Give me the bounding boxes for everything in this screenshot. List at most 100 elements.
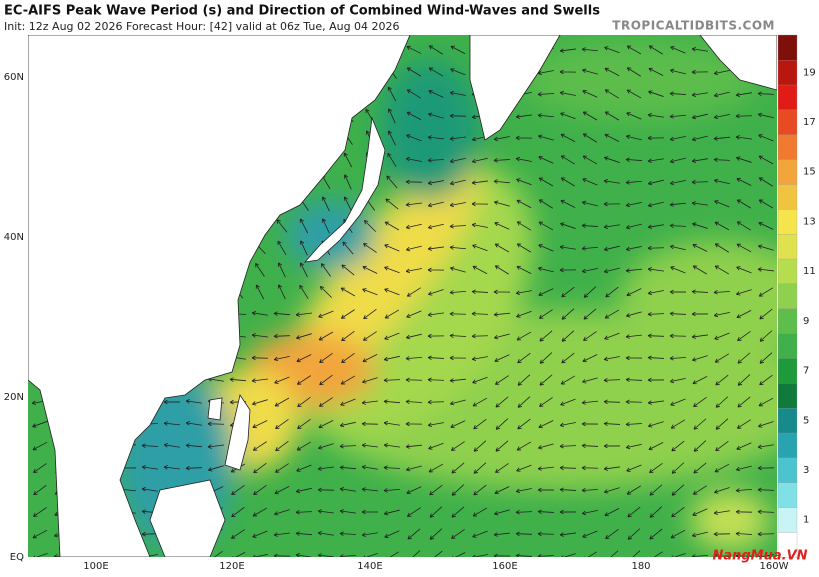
arrow [647,245,665,251]
arrow [185,465,203,471]
arrow [434,550,443,557]
arrow [669,114,687,119]
arrow [427,135,444,140]
arrow [229,377,247,382]
arrow [538,134,554,141]
arrow [560,199,576,208]
arrow [495,463,509,473]
arrow [693,418,707,430]
arrow [299,284,309,300]
arrow [669,333,687,339]
arrow [627,528,641,540]
arrow [736,266,752,274]
arrow [581,200,598,207]
arrow [669,311,687,316]
arrow [647,290,664,296]
arrow [473,484,487,496]
arrow [537,531,555,537]
arrow [610,550,619,557]
arrow [560,155,576,165]
arrow [581,509,598,516]
arrow [275,419,289,430]
arrow [252,441,267,451]
arrow [715,374,729,386]
arrow [648,45,664,55]
arrow [295,531,313,536]
arrow [647,333,665,339]
arrow [407,528,421,540]
arrow [493,333,510,340]
arrow [625,245,642,252]
arrow [163,399,181,405]
arrow [650,551,663,557]
arrow [559,245,576,250]
arrow [538,420,554,429]
arrow [604,133,620,142]
arrow [230,529,245,539]
arrow [669,356,687,361]
arrow [296,441,312,451]
arrow [714,463,730,473]
arrow [603,466,620,471]
arrow [384,221,400,231]
arrow [33,463,47,473]
arrow [255,263,265,277]
arrow [559,422,576,428]
arrow [669,202,686,207]
arrow [405,179,423,185]
arrow [625,157,643,162]
arrow [493,158,511,163]
arrow [339,421,356,428]
arrow [604,67,620,77]
arrow [318,420,334,429]
arrow [759,308,773,320]
arrow [427,333,445,339]
arrow [494,222,510,230]
arrow [471,311,489,317]
arrow [692,485,707,495]
arrow [691,554,709,557]
arrow [295,487,312,494]
arrow [251,355,269,361]
arrow [473,462,487,474]
arrow [363,553,378,557]
arrow [384,530,400,538]
arrow [758,155,774,165]
arrow [495,418,509,430]
arrow [581,47,599,52]
arrow [207,421,225,427]
arrow [427,158,445,163]
arrow [757,112,774,119]
arrow [494,243,510,253]
arrow [296,354,312,363]
arrow [517,352,531,364]
arrow [714,265,730,275]
arrow [669,68,686,75]
arrow [339,509,356,514]
arrow [339,531,357,536]
arrow [737,331,751,342]
arrow [559,443,577,449]
arrow [406,486,422,495]
arrow [405,421,423,427]
arrow [362,288,378,296]
colorbar-bin [777,382,798,409]
arrow [387,152,397,168]
arrow [516,243,532,253]
arrow [317,553,334,557]
arrow [626,288,642,297]
arrow [583,308,597,320]
arrow [427,201,444,208]
arrow [647,179,664,186]
arrow [758,421,774,428]
arrow [384,244,400,252]
arrow [406,507,421,517]
arrow [625,223,642,230]
arrow [670,529,686,539]
arrow [603,201,621,207]
arrow [537,466,554,471]
arrow [428,289,444,296]
arrow [735,553,753,557]
arrow [343,196,352,212]
arrow [713,531,731,537]
